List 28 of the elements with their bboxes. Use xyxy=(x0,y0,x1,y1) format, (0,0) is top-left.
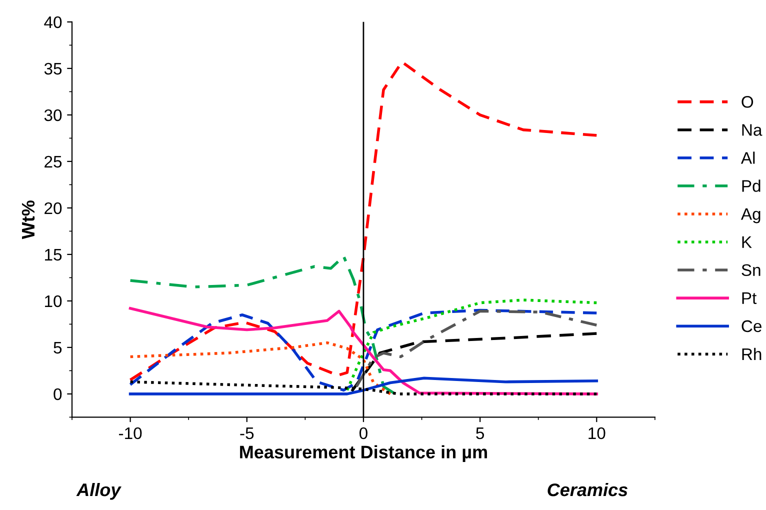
y-tick-label: 0 xyxy=(54,388,62,400)
text: Alloy xyxy=(76,482,122,500)
legend-label: Pd xyxy=(742,180,760,192)
legend-label: Sn xyxy=(742,264,760,276)
legend-label: O xyxy=(742,96,754,108)
x-tick-label: 0 xyxy=(359,427,368,440)
y-tick-label: 15 xyxy=(45,249,62,261)
text: Ceramics xyxy=(548,482,628,496)
y-tick-label: 5 xyxy=(54,342,62,354)
y-tick-label: 35 xyxy=(44,62,62,75)
legend-label: Al xyxy=(740,152,755,164)
legend-label: Na xyxy=(742,124,762,136)
y-tick-label: 40 xyxy=(44,16,62,28)
y-tick-label: 25 xyxy=(44,156,62,168)
legend-label: Rh xyxy=(742,348,762,360)
x-axis-title: Measurement Distance in µm xyxy=(240,445,487,462)
y-tick-label: 20 xyxy=(44,202,62,214)
legend-label: Ce xyxy=(742,320,762,332)
legend-label: Pt xyxy=(742,292,757,304)
legend-label: Ag xyxy=(740,208,760,224)
legend-label: K xyxy=(742,236,752,248)
x-tick-label: -5 xyxy=(240,428,254,440)
y-tick-label: 10 xyxy=(45,295,62,308)
x-tick-label: -10 xyxy=(118,427,142,440)
y-axis-title: Wt% xyxy=(22,200,35,240)
x-tick-label: 10 xyxy=(588,427,606,440)
x-tick-label: 5 xyxy=(476,428,484,440)
y-tick-label: 30 xyxy=(44,109,62,122)
